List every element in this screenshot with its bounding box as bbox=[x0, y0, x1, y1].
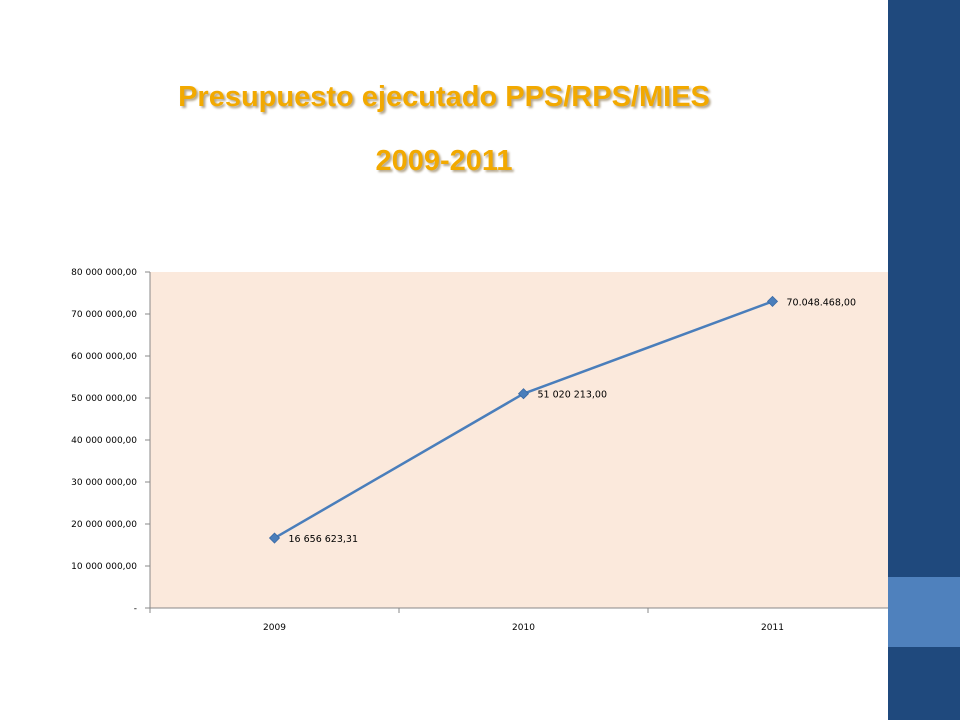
y-tick-label: 80 000 000,00 bbox=[71, 268, 137, 278]
slide-title: Presupuesto ejecutado PPS/RPS/MIES 2009-… bbox=[0, 76, 888, 182]
y-tick-label: 30 000 000,00 bbox=[71, 478, 137, 488]
data-label: 51 020 213,00 bbox=[538, 390, 608, 401]
title-line-2: 2009-2011 bbox=[375, 145, 513, 177]
y-tick-label: - bbox=[134, 604, 137, 614]
data-point-marker bbox=[766, 295, 779, 307]
title-line-1: Presupuesto ejecutado PPS/RPS/MIES bbox=[178, 81, 710, 113]
y-tick-label: 50 000 000,00 bbox=[71, 394, 137, 404]
data-point-marker bbox=[268, 532, 281, 544]
data-point-marker bbox=[517, 388, 530, 400]
y-tick-label: 70 000 000,00 bbox=[71, 310, 137, 320]
sidebar-accent-block bbox=[888, 577, 960, 647]
x-tick-label: 2011 bbox=[761, 623, 784, 633]
y-tick-label: 20 000 000,00 bbox=[71, 520, 137, 530]
x-tick-label: 2009 bbox=[263, 623, 286, 633]
x-tick-label: 2010 bbox=[512, 623, 535, 633]
plot-area bbox=[150, 272, 888, 608]
data-label: 16 656 623,31 bbox=[289, 534, 359, 545]
line-chart: - 10 000 000,00 20 000 000,00 30 000 000,00… bbox=[71, 268, 888, 633]
y-tick-label: 60 000 000,00 bbox=[71, 352, 137, 362]
y-tick-label: 10 000 000,00 bbox=[71, 562, 137, 572]
data-label: 70.048.468,00 bbox=[787, 297, 857, 308]
y-tick-label: 40 000 000,00 bbox=[71, 436, 137, 446]
